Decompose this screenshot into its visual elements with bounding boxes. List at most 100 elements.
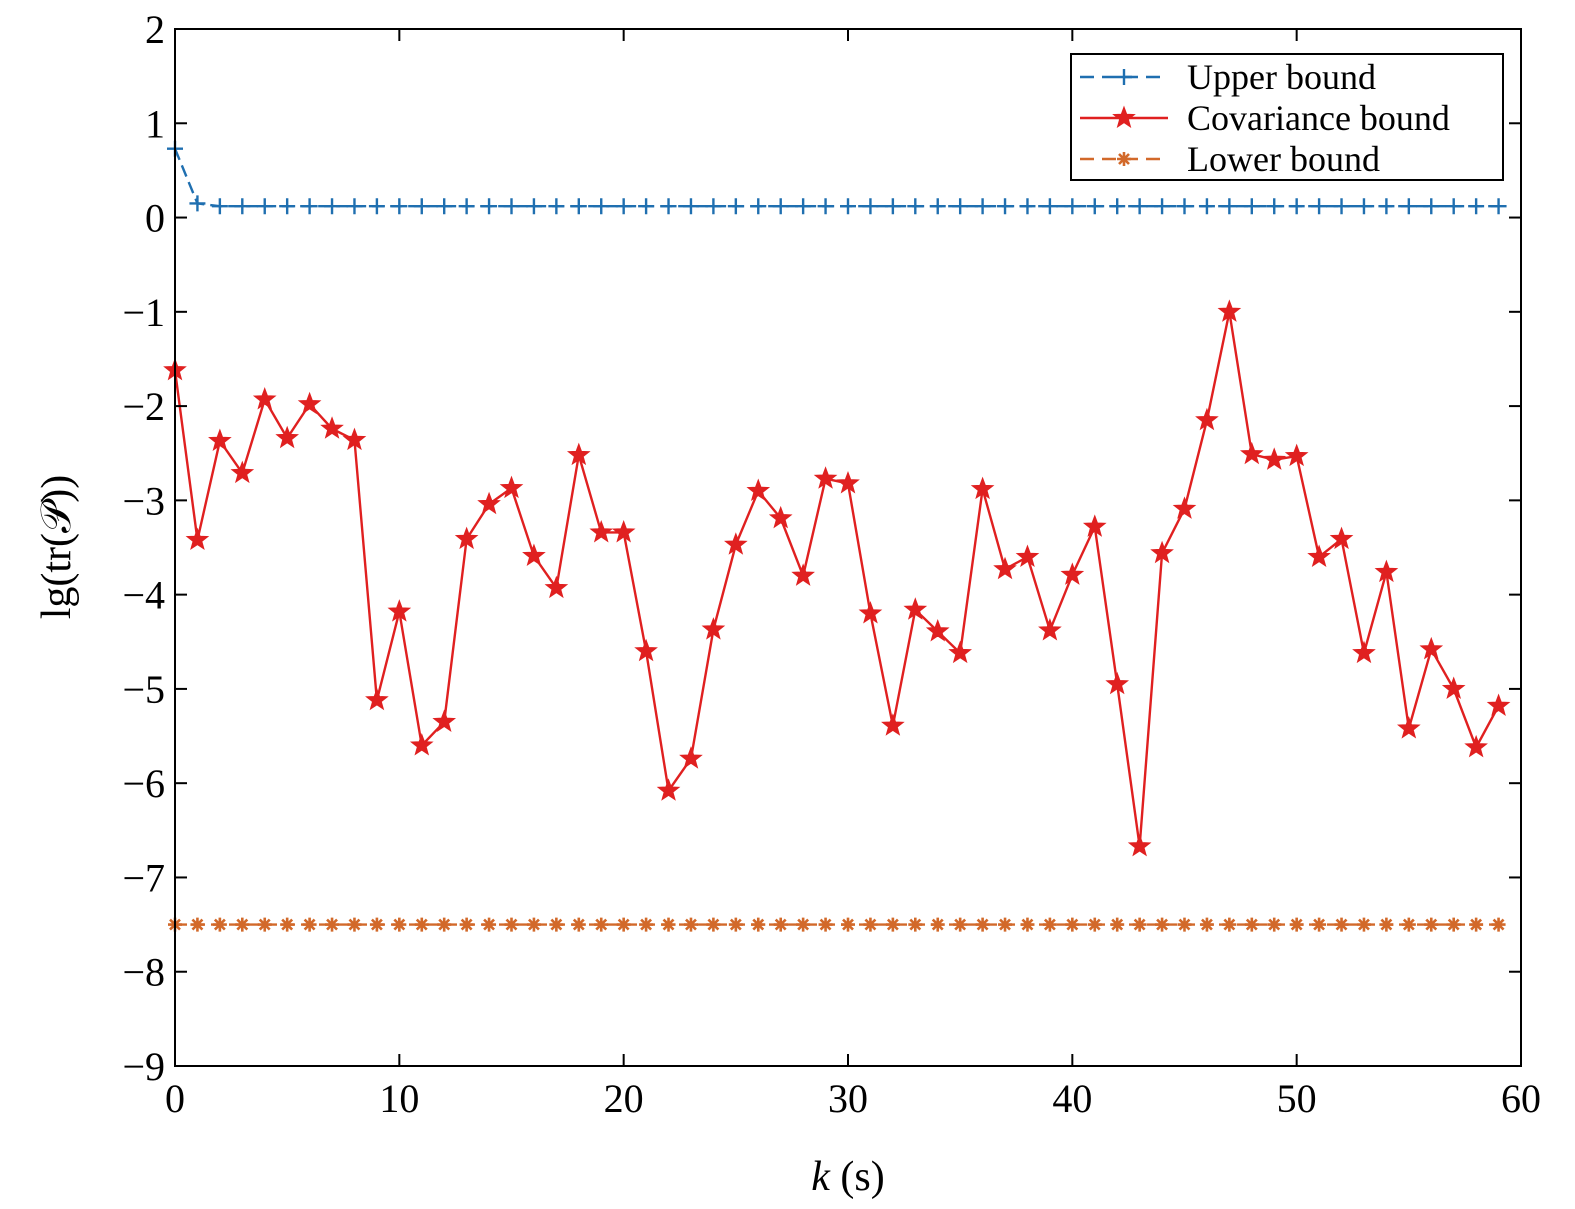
data-point	[656, 778, 681, 801]
data-point	[1334, 917, 1349, 932]
data-point	[525, 198, 542, 215]
data-point	[230, 460, 255, 484]
data-point	[1333, 198, 1350, 215]
data-point	[907, 198, 924, 215]
data-point	[593, 198, 610, 215]
data-point	[257, 917, 272, 932]
data-point	[925, 618, 950, 642]
data-point	[1221, 198, 1238, 215]
data-point	[437, 917, 452, 932]
data-point	[346, 198, 363, 215]
x-tick-label: 0	[165, 1076, 185, 1121]
data-point	[1307, 544, 1331, 567]
data-point	[1490, 198, 1507, 215]
data-point	[948, 640, 972, 664]
data-point	[1087, 917, 1102, 932]
axis-ticks	[174, 28, 1522, 1067]
data-point	[503, 198, 520, 215]
data-point	[301, 198, 318, 215]
data-point	[1109, 198, 1126, 215]
data-point	[544, 575, 569, 599]
data-point	[908, 917, 923, 932]
legend-marker	[1117, 152, 1131, 166]
data-point	[661, 917, 676, 932]
series-lower-bound	[168, 917, 1506, 932]
data-point	[365, 687, 389, 711]
data-point	[863, 917, 878, 932]
data-point	[522, 543, 546, 567]
data-point	[660, 198, 677, 215]
data-point	[1491, 917, 1506, 932]
data-point	[566, 442, 591, 466]
data-point	[1041, 198, 1058, 215]
data-point	[1222, 917, 1237, 932]
data-point	[997, 198, 1014, 215]
data-point	[1132, 917, 1147, 932]
data-point	[881, 713, 905, 736]
data-point	[1176, 198, 1193, 215]
data-point	[773, 917, 788, 932]
data-point	[549, 917, 564, 932]
data-point	[1446, 917, 1461, 932]
y-tick-label: −7	[122, 855, 165, 900]
data-point	[1199, 917, 1214, 932]
data-point	[1105, 671, 1130, 695]
data-point	[1378, 198, 1395, 215]
data-point	[1374, 559, 1399, 583]
data-point	[1065, 917, 1080, 932]
y-tick-label: −6	[122, 761, 165, 806]
data-point	[750, 198, 767, 215]
data-point	[706, 917, 721, 932]
data-point	[279, 198, 296, 215]
data-point	[548, 198, 565, 215]
data-point	[1445, 198, 1462, 215]
data-point	[998, 917, 1013, 932]
data-point	[1464, 734, 1488, 758]
data-point	[841, 917, 855, 932]
data-point	[1397, 716, 1421, 739]
legend-entry: Covariance bound	[1080, 98, 1450, 138]
data-point	[858, 601, 883, 624]
legend-label: Covariance bound	[1187, 98, 1450, 138]
data-point	[477, 491, 501, 515]
data-point	[705, 198, 722, 215]
data-point	[813, 466, 838, 489]
data-point	[970, 476, 995, 500]
data-point	[189, 195, 206, 212]
x-tick-label: 40	[1052, 1076, 1092, 1121]
y-tick-label: 2	[145, 7, 165, 52]
data-point	[1267, 917, 1282, 932]
data-point	[682, 198, 699, 215]
data-point	[504, 917, 519, 932]
data-point	[751, 917, 766, 932]
series-upper-bound	[167, 140, 1507, 215]
data-point	[1379, 917, 1394, 932]
data-point	[953, 917, 968, 932]
data-point	[369, 917, 384, 932]
data-point	[634, 638, 658, 662]
data-point	[413, 198, 430, 215]
data-point	[1312, 917, 1327, 932]
data-point	[499, 475, 524, 499]
data-point	[1020, 917, 1035, 932]
data-point	[391, 198, 408, 215]
data-point	[325, 917, 340, 932]
data-point	[320, 416, 344, 439]
data-point	[368, 198, 385, 215]
y-tick-label: −9	[122, 1044, 165, 1089]
data-point	[885, 917, 900, 932]
x-tick-label: 50	[1277, 1076, 1317, 1121]
data-point	[817, 198, 834, 215]
x-tick-label: 20	[604, 1076, 644, 1121]
data-point	[929, 198, 946, 215]
data-point	[1064, 198, 1081, 215]
data-point	[1288, 198, 1305, 215]
data-point	[795, 198, 812, 215]
data-point	[724, 532, 748, 555]
data-point	[1239, 441, 1264, 465]
data-point	[1284, 443, 1309, 467]
